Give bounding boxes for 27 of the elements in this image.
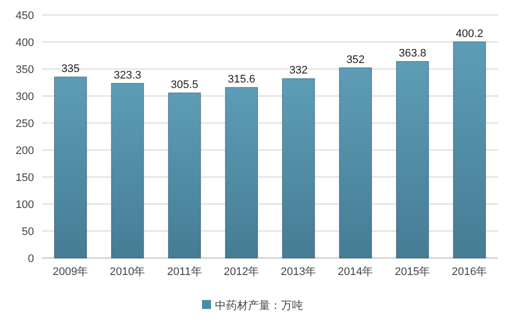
legend-label: 中药材产量：万吨 bbox=[215, 299, 303, 312]
x-tick-label: 2013年 bbox=[280, 266, 316, 278]
data-label: 332 bbox=[289, 64, 308, 77]
x-tick-label: 2015年 bbox=[394, 266, 430, 278]
data-label: 363.8 bbox=[398, 48, 426, 60]
data-label: 323.3 bbox=[114, 69, 142, 82]
data-label: 315.6 bbox=[228, 74, 256, 86]
y-tick-label: 100 bbox=[16, 199, 34, 211]
x-tick-label: 2016年 bbox=[452, 266, 488, 278]
y-tick-label: 50 bbox=[22, 226, 34, 238]
data-label: 352 bbox=[346, 54, 365, 66]
y-tick-label: 200 bbox=[16, 145, 34, 157]
data-label: 305.5 bbox=[170, 79, 198, 92]
x-tick-label: 2009年 bbox=[52, 266, 88, 278]
y-tick-label: 400 bbox=[16, 37, 34, 49]
x-tick-label: 2014年 bbox=[338, 266, 374, 278]
data-label: 335 bbox=[61, 63, 80, 76]
y-tick-label: 0 bbox=[28, 253, 34, 265]
data-label: 400.2 bbox=[456, 28, 484, 40]
y-tick-label: 450 bbox=[16, 10, 34, 22]
x-tick-label: 2010年 bbox=[110, 266, 146, 278]
y-tick-label: 300 bbox=[16, 91, 34, 103]
y-tick-label: 350 bbox=[16, 64, 34, 76]
x-tick-label: 2012年 bbox=[224, 266, 260, 278]
y-tick-label: 150 bbox=[16, 172, 34, 184]
y-tick-label: 250 bbox=[16, 118, 34, 130]
x-tick-label: 2011年 bbox=[167, 266, 202, 278]
